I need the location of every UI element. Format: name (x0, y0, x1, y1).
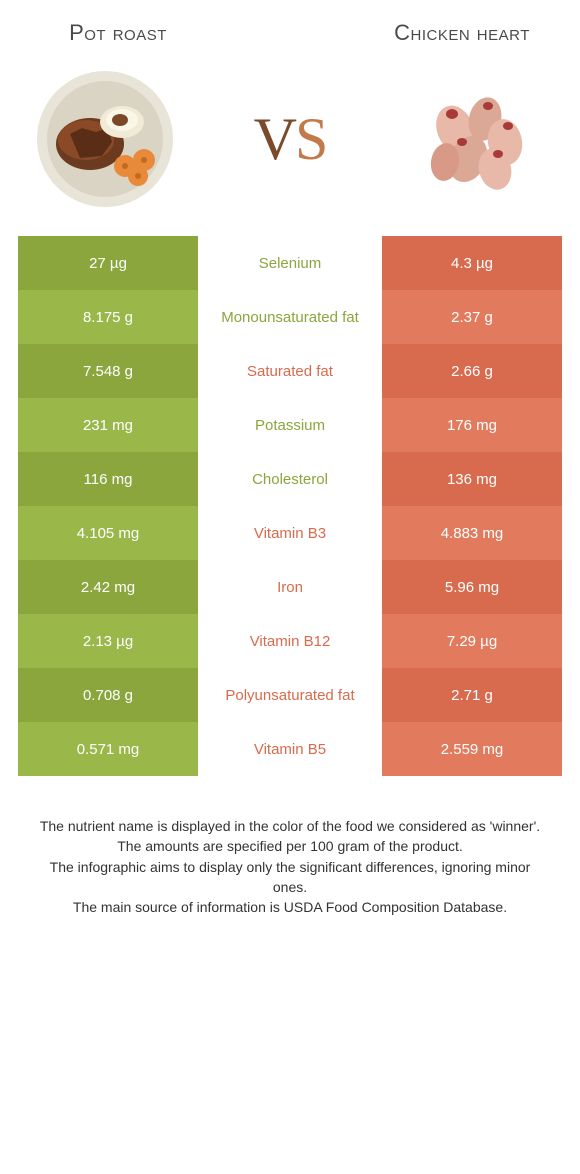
nutrient-label: Saturated fat (198, 344, 382, 398)
nutrient-label: Polyunsaturated fat (198, 668, 382, 722)
footnote-line: The amounts are specified per 100 gram o… (32, 836, 548, 856)
chicken-heart-image (400, 64, 550, 214)
nutrient-label: Potassium (198, 398, 382, 452)
left-value: 231 mg (18, 398, 198, 452)
pot-roast-image (30, 64, 180, 214)
table-row: 7.548 gSaturated fat2.66 g (18, 344, 562, 398)
right-value: 2.66 g (382, 344, 562, 398)
header-row: Pot roast Chicken heart (18, 20, 562, 46)
footnote-line: The infographic aims to display only the… (32, 857, 548, 898)
table-row: 231 mgPotassium176 mg (18, 398, 562, 452)
comparison-table: 27 µgSelenium4.3 µg8.175 gMonounsaturate… (18, 236, 562, 776)
left-value: 7.548 g (18, 344, 198, 398)
images-row: VS (18, 64, 562, 236)
nutrient-label: Iron (198, 560, 382, 614)
nutrient-label: Vitamin B5 (198, 722, 382, 776)
table-row: 2.13 µgVitamin B127.29 µg (18, 614, 562, 668)
table-row: 8.175 gMonounsaturated fat2.37 g (18, 290, 562, 344)
footnote-line: The main source of information is USDA F… (32, 897, 548, 917)
left-value: 4.105 mg (18, 506, 198, 560)
right-value: 4.883 mg (382, 506, 562, 560)
table-row: 27 µgSelenium4.3 µg (18, 236, 562, 290)
left-value: 2.13 µg (18, 614, 198, 668)
right-value: 2.559 mg (382, 722, 562, 776)
right-value: 136 mg (382, 452, 562, 506)
table-row: 4.105 mgVitamin B34.883 mg (18, 506, 562, 560)
table-row: 2.42 mgIron5.96 mg (18, 560, 562, 614)
table-row: 0.571 mgVitamin B52.559 mg (18, 722, 562, 776)
left-value: 0.571 mg (18, 722, 198, 776)
nutrient-label: Monounsaturated fat (198, 290, 382, 344)
left-value: 8.175 g (18, 290, 198, 344)
left-value: 0.708 g (18, 668, 198, 722)
left-value: 116 mg (18, 452, 198, 506)
nutrient-label: Vitamin B12 (198, 614, 382, 668)
left-value: 27 µg (18, 236, 198, 290)
vs-label: VS (254, 105, 327, 174)
nutrient-label: Selenium (198, 236, 382, 290)
left-value: 2.42 mg (18, 560, 198, 614)
left-food-title: Pot roast (18, 20, 218, 46)
footnotes: The nutrient name is displayed in the co… (18, 816, 562, 917)
nutrient-label: Vitamin B3 (198, 506, 382, 560)
right-value: 2.37 g (382, 290, 562, 344)
right-value: 5.96 mg (382, 560, 562, 614)
footnote-line: The nutrient name is displayed in the co… (32, 816, 548, 836)
right-value: 4.3 µg (382, 236, 562, 290)
table-row: 116 mgCholesterol136 mg (18, 452, 562, 506)
table-row: 0.708 gPolyunsaturated fat2.71 g (18, 668, 562, 722)
right-value: 2.71 g (382, 668, 562, 722)
right-value: 7.29 µg (382, 614, 562, 668)
right-value: 176 mg (382, 398, 562, 452)
right-food-title: Chicken heart (362, 20, 562, 46)
nutrient-label: Cholesterol (198, 452, 382, 506)
